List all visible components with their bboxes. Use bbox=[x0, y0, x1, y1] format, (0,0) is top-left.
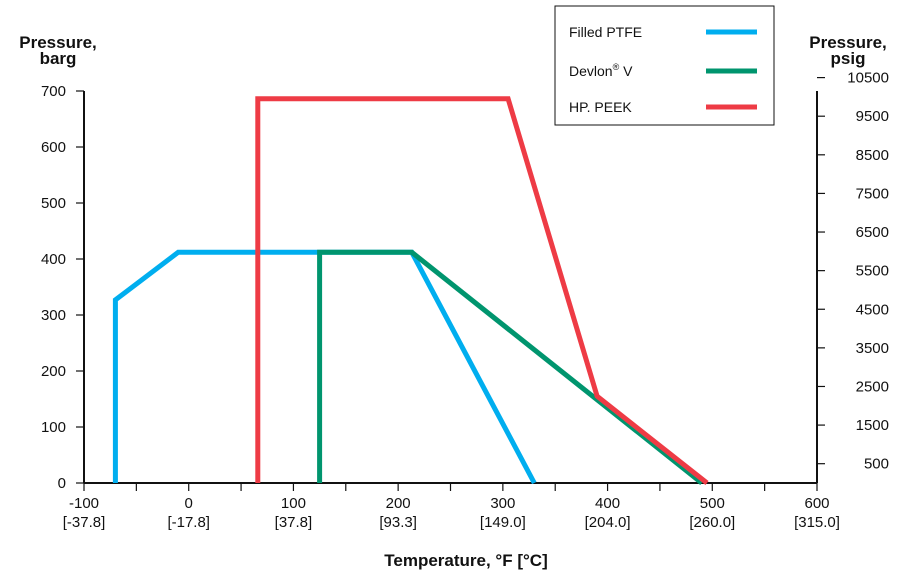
x-tick-label: 100 bbox=[281, 495, 306, 512]
x-tick-sublabel: [-37.8] bbox=[63, 514, 106, 531]
x-tick-label: 200 bbox=[386, 495, 411, 512]
right-axis-title-line2: psig bbox=[831, 49, 866, 68]
axes bbox=[83, 91, 818, 484]
series-line-filled-ptfe bbox=[112, 249, 537, 485]
right-y-tick-label: 6500 bbox=[856, 224, 889, 241]
right-y-tick-label: 500 bbox=[864, 456, 889, 473]
legend-label: Filled PTFE bbox=[569, 24, 642, 40]
right-y-tick-label: 2500 bbox=[856, 378, 889, 395]
left-y-tick-label: 400 bbox=[41, 251, 66, 268]
x-tick-label: 0 bbox=[185, 495, 193, 512]
right-y-tick-label: 5500 bbox=[856, 263, 889, 280]
x-tick-sublabel: [315.0] bbox=[794, 514, 840, 531]
series-lines bbox=[112, 96, 709, 485]
legend: Filled PTFE Devlon® V HP. PEEK bbox=[554, 5, 775, 126]
x-tick-label: 500 bbox=[700, 495, 725, 512]
right-y-tick-label: 4500 bbox=[856, 301, 889, 318]
series-line-hp-peek bbox=[255, 96, 709, 485]
x-tick-sublabel: [93.3] bbox=[379, 514, 417, 531]
x-tick-sublabel: [260.0] bbox=[689, 514, 735, 531]
right-y-tick-label: 1500 bbox=[856, 417, 889, 434]
right-y-tick-label: 7500 bbox=[856, 185, 889, 202]
left-y-tick-label: 0 bbox=[58, 475, 66, 492]
legend-label: HP. PEEK bbox=[569, 99, 632, 115]
right-y-tick-label: 3500 bbox=[856, 340, 889, 357]
right-axis-title-line1: Pressure, bbox=[809, 33, 887, 52]
x-tick-sublabel: [-17.8] bbox=[167, 514, 210, 531]
right-y-tick-label: 10500 bbox=[847, 70, 889, 87]
left-axis-title-line2: barg bbox=[40, 49, 77, 68]
left-y-tick-label: 500 bbox=[41, 195, 66, 212]
legend-label: Devlon® V bbox=[569, 62, 633, 79]
left-y-tick-label: 200 bbox=[41, 363, 66, 380]
x-tick-label: 400 bbox=[595, 495, 620, 512]
left-y-tick-label: 600 bbox=[41, 139, 66, 156]
right-y-tick-label: 8500 bbox=[856, 147, 889, 164]
ticks bbox=[76, 76, 825, 491]
legend-items: Filled PTFE Devlon® V HP. PEEK bbox=[569, 24, 757, 115]
left-y-tick-label: 300 bbox=[41, 307, 66, 324]
x-tick-label: 300 bbox=[490, 495, 515, 512]
x-tick-sublabel: [37.8] bbox=[275, 514, 313, 531]
tick-labels: -100 [-37.8] 0 [-17.8] 100 [37.8] 200 [93.3] 300… bbox=[41, 70, 889, 531]
x-tick-sublabel: [204.0] bbox=[585, 514, 631, 531]
left-y-tick-label: 700 bbox=[41, 83, 66, 100]
left-y-tick-label: 100 bbox=[41, 419, 66, 436]
x-axis-title: Temperature, °F [°C] bbox=[384, 551, 547, 570]
x-tick-label: -100 bbox=[69, 495, 99, 512]
series-line-devlon-v bbox=[317, 249, 704, 485]
left-axis-title-line1: Pressure, bbox=[19, 33, 97, 52]
right-y-tick-label: 9500 bbox=[856, 108, 889, 125]
x-tick-label: 600 bbox=[804, 495, 829, 512]
x-tick-sublabel: [149.0] bbox=[480, 514, 526, 531]
